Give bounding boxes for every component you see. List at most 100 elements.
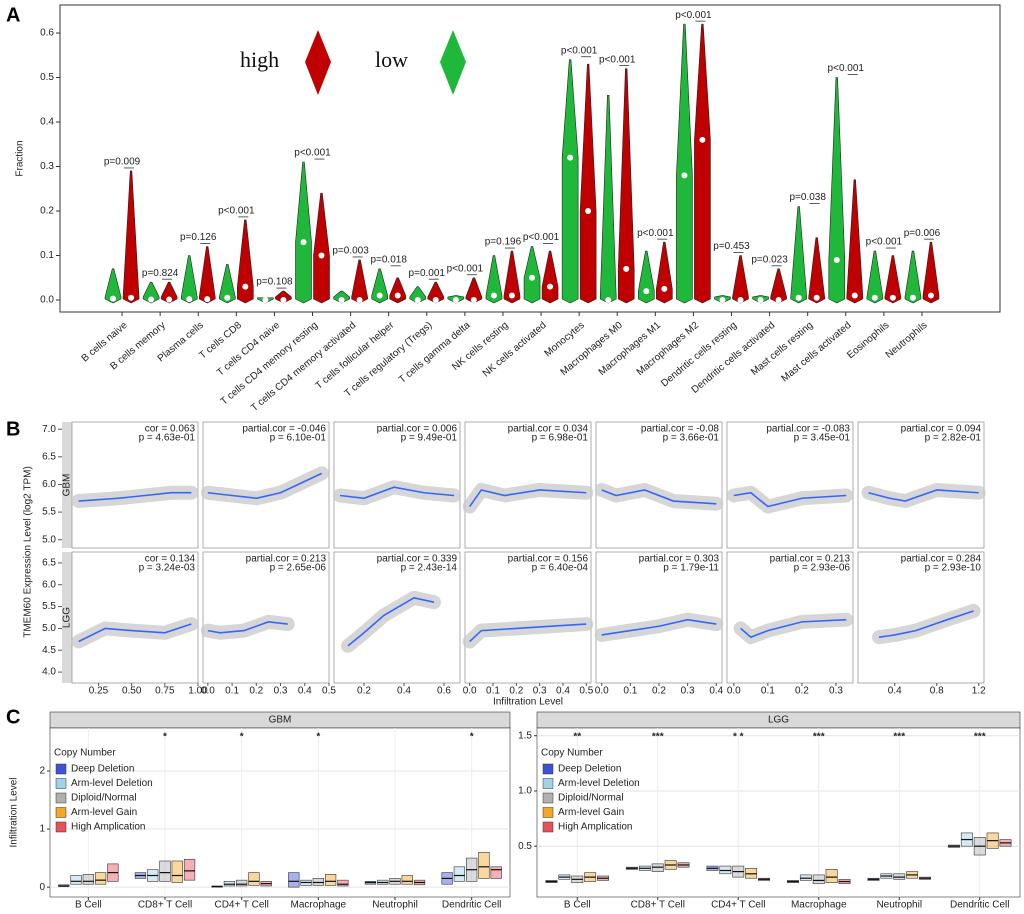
- box: [478, 851, 490, 879]
- panel-bg: [536, 727, 1021, 898]
- significance-label: *: [163, 732, 167, 743]
- panel-frame: [71, 551, 199, 684]
- box: [82, 874, 94, 885]
- median-dot: [470, 296, 477, 303]
- median-dot: [394, 292, 401, 299]
- median-dot: [795, 294, 802, 301]
- stat-label: partial.cor = 0.213: [246, 554, 327, 565]
- box: [812, 874, 825, 885]
- trend-line: [207, 621, 288, 634]
- x-tick-label: 0.6: [437, 686, 451, 697]
- x-tick-label: 0.4: [556, 686, 570, 697]
- legend-label: High Amplication: [71, 822, 145, 833]
- stat-label: partial.cor = 0.156: [508, 554, 589, 565]
- significance-label: ***: [813, 732, 825, 743]
- p-value-label: p=0.453: [713, 241, 750, 252]
- panel-frame: [464, 551, 592, 684]
- y-tick-label: 5.5: [42, 507, 56, 518]
- trend-line: [733, 491, 847, 508]
- violin: [485, 255, 503, 304]
- violin: [770, 268, 787, 304]
- x-tick-label: 0.50: [122, 686, 142, 697]
- panel-letter: C: [6, 706, 20, 728]
- median-dot: [242, 283, 249, 290]
- box: [490, 866, 502, 879]
- p-value-label: p=0.038: [789, 192, 826, 203]
- y-tick-label: 5.0: [42, 623, 56, 634]
- x-tick-label: 0.3: [533, 686, 547, 697]
- y-tick-label: 7.0: [42, 424, 56, 435]
- violin: [122, 170, 140, 304]
- legend-swatch: [55, 807, 67, 818]
- median-dot: [851, 292, 858, 299]
- trend-line: [78, 623, 192, 643]
- panel-frame: [726, 421, 854, 549]
- box: [248, 872, 260, 886]
- legend-title: Copy Number: [541, 748, 603, 759]
- row-strip: [62, 552, 72, 683]
- x-tick-label: 0.1: [486, 686, 500, 697]
- stat-p-label: p = 3.24e-03: [139, 563, 196, 574]
- x-tick-label: Eosinophils: [845, 320, 891, 361]
- y-tick-label: 0.3: [40, 161, 54, 172]
- stat-p-label: p = 9.49e-01: [401, 433, 458, 444]
- significance-label: ***: [893, 732, 905, 743]
- x-tick-label: B Cell: [564, 900, 591, 911]
- stat-label: partial.cor = 0.284: [901, 554, 982, 565]
- median-dot: [567, 154, 574, 161]
- violin: [808, 237, 825, 304]
- significance-label: ***: [974, 732, 986, 743]
- x-tick-label: 0.5: [579, 686, 593, 697]
- x-tick-label: CD4+ T Cell: [711, 900, 765, 911]
- median-dot: [338, 296, 345, 303]
- median-dot: [490, 292, 497, 299]
- p-value-label: p<0.001: [561, 45, 598, 56]
- violin: [237, 219, 254, 304]
- stat-p-label: p = 3.66e-01: [663, 433, 720, 444]
- median-dot: [148, 296, 155, 303]
- median-dot: [300, 239, 307, 246]
- median-dot: [585, 208, 592, 215]
- y-tick-label: 6.0: [42, 479, 56, 490]
- median-dot: [927, 292, 934, 299]
- y-axis-label: Fraction: [15, 140, 26, 176]
- legend-swatch: [542, 763, 554, 775]
- stat-label: partial.cor = -0.046: [242, 424, 326, 435]
- stat-p-label: p = 2.93e-10: [925, 563, 982, 574]
- violin: [351, 259, 368, 304]
- stat-label: partial.cor = 0.034: [508, 424, 589, 435]
- violin: [638, 250, 655, 304]
- violin: [790, 206, 807, 304]
- median-dot: [318, 252, 325, 259]
- median-dot: [813, 294, 820, 301]
- violin: [617, 68, 635, 304]
- p-value-label: p<0.001: [866, 237, 903, 248]
- x-tick-label: NK cells activated: [481, 320, 549, 380]
- panel-letter: A: [6, 4, 20, 26]
- legend-label: Diploid/Normal: [71, 793, 137, 804]
- legend-swatch: [55, 778, 67, 789]
- x-tick-label: B Cell: [75, 900, 102, 911]
- legend-label: high: [240, 47, 279, 72]
- median-dot: [871, 294, 878, 301]
- significance-label: * *: [733, 732, 744, 743]
- median-dot: [833, 256, 840, 263]
- violin: [389, 277, 406, 304]
- stat-p-label: p = 1.79e-11: [663, 563, 719, 574]
- y-tick-label: 6.5: [42, 558, 56, 569]
- x-tick-label: 0.3: [681, 686, 695, 697]
- violin: [465, 277, 483, 304]
- y-tick-label: 1.5: [518, 730, 532, 741]
- x-tick-label: 0.2: [652, 686, 666, 697]
- violin: [409, 286, 427, 304]
- x-axis-label: Infiltration Level: [493, 697, 563, 708]
- x-tick-label: 0.2: [795, 686, 809, 697]
- median-dot: [186, 296, 193, 303]
- stat-label: partial.cor = -0.08: [641, 424, 720, 435]
- violin: [694, 23, 711, 304]
- x-tick-label: CD8+ T Cell: [631, 900, 685, 911]
- stat-p-label: p = 6.98e-01: [532, 433, 589, 444]
- significance-label: ***: [652, 732, 664, 743]
- violin: [198, 246, 216, 304]
- p-value-label: p=0.018: [370, 254, 407, 265]
